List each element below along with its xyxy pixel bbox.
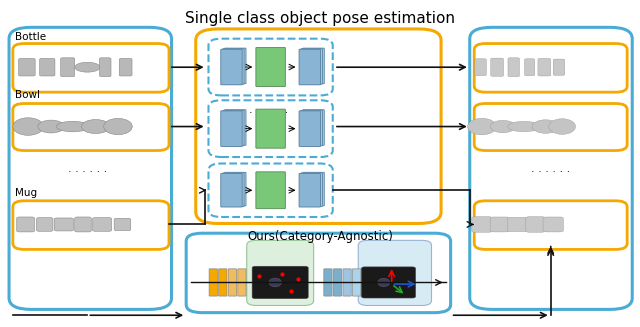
- FancyBboxPatch shape: [491, 58, 504, 76]
- FancyBboxPatch shape: [303, 110, 324, 145]
- FancyBboxPatch shape: [490, 217, 509, 232]
- Text: Bottle: Bottle: [15, 32, 47, 42]
- Ellipse shape: [13, 118, 44, 135]
- FancyBboxPatch shape: [17, 217, 35, 232]
- FancyBboxPatch shape: [475, 59, 486, 76]
- Ellipse shape: [467, 118, 496, 135]
- FancyBboxPatch shape: [299, 111, 321, 146]
- FancyBboxPatch shape: [303, 48, 324, 84]
- FancyBboxPatch shape: [299, 174, 321, 207]
- FancyBboxPatch shape: [538, 59, 550, 76]
- FancyBboxPatch shape: [508, 58, 520, 77]
- FancyBboxPatch shape: [303, 172, 324, 206]
- FancyBboxPatch shape: [75, 217, 92, 232]
- FancyBboxPatch shape: [119, 59, 132, 76]
- FancyBboxPatch shape: [54, 218, 74, 231]
- FancyBboxPatch shape: [223, 49, 244, 84]
- Ellipse shape: [56, 121, 89, 132]
- FancyBboxPatch shape: [225, 172, 246, 206]
- FancyBboxPatch shape: [19, 59, 35, 76]
- FancyBboxPatch shape: [36, 218, 53, 231]
- FancyBboxPatch shape: [299, 49, 321, 85]
- FancyBboxPatch shape: [40, 59, 55, 76]
- FancyBboxPatch shape: [256, 172, 285, 209]
- Ellipse shape: [81, 120, 110, 133]
- FancyBboxPatch shape: [61, 58, 75, 77]
- FancyBboxPatch shape: [343, 269, 351, 296]
- FancyBboxPatch shape: [256, 47, 285, 87]
- Ellipse shape: [548, 119, 575, 134]
- FancyBboxPatch shape: [225, 110, 246, 145]
- FancyBboxPatch shape: [362, 267, 415, 298]
- Ellipse shape: [532, 120, 559, 133]
- Ellipse shape: [269, 278, 282, 287]
- Text: Bowl: Bowl: [15, 90, 40, 100]
- FancyBboxPatch shape: [333, 269, 342, 296]
- FancyBboxPatch shape: [228, 269, 237, 296]
- FancyBboxPatch shape: [209, 269, 218, 296]
- Ellipse shape: [378, 278, 390, 287]
- FancyBboxPatch shape: [93, 218, 111, 231]
- FancyBboxPatch shape: [301, 110, 323, 146]
- FancyBboxPatch shape: [508, 217, 528, 232]
- FancyBboxPatch shape: [553, 59, 564, 75]
- FancyBboxPatch shape: [256, 109, 285, 148]
- FancyBboxPatch shape: [246, 240, 314, 305]
- FancyBboxPatch shape: [324, 269, 332, 296]
- FancyBboxPatch shape: [301, 49, 323, 84]
- FancyBboxPatch shape: [223, 173, 244, 206]
- FancyBboxPatch shape: [221, 111, 242, 146]
- FancyBboxPatch shape: [358, 240, 431, 305]
- Text: Single class object pose estimation: Single class object pose estimation: [185, 11, 455, 26]
- Text: · · · · · ·: · · · · · ·: [68, 166, 107, 177]
- Text: Mug: Mug: [15, 188, 38, 198]
- Text: Ours(Category-Agnostic): Ours(Category-Agnostic): [247, 230, 393, 243]
- FancyBboxPatch shape: [301, 173, 323, 206]
- Text: · · · · · ·: · · · · · ·: [250, 108, 289, 118]
- FancyBboxPatch shape: [353, 269, 361, 296]
- FancyBboxPatch shape: [525, 59, 535, 76]
- Ellipse shape: [38, 120, 65, 133]
- FancyBboxPatch shape: [100, 58, 111, 77]
- FancyBboxPatch shape: [225, 48, 246, 84]
- Ellipse shape: [104, 118, 132, 135]
- Ellipse shape: [508, 121, 540, 132]
- FancyBboxPatch shape: [526, 217, 545, 232]
- FancyBboxPatch shape: [252, 266, 308, 299]
- FancyBboxPatch shape: [238, 269, 246, 296]
- FancyBboxPatch shape: [472, 217, 492, 232]
- Text: · · · · · ·: · · · · · ·: [531, 166, 570, 177]
- FancyBboxPatch shape: [219, 269, 227, 296]
- FancyBboxPatch shape: [223, 110, 244, 146]
- Ellipse shape: [75, 62, 100, 72]
- FancyBboxPatch shape: [221, 49, 242, 85]
- FancyBboxPatch shape: [543, 217, 563, 232]
- Ellipse shape: [490, 120, 515, 133]
- FancyBboxPatch shape: [221, 174, 242, 207]
- FancyBboxPatch shape: [114, 218, 131, 231]
